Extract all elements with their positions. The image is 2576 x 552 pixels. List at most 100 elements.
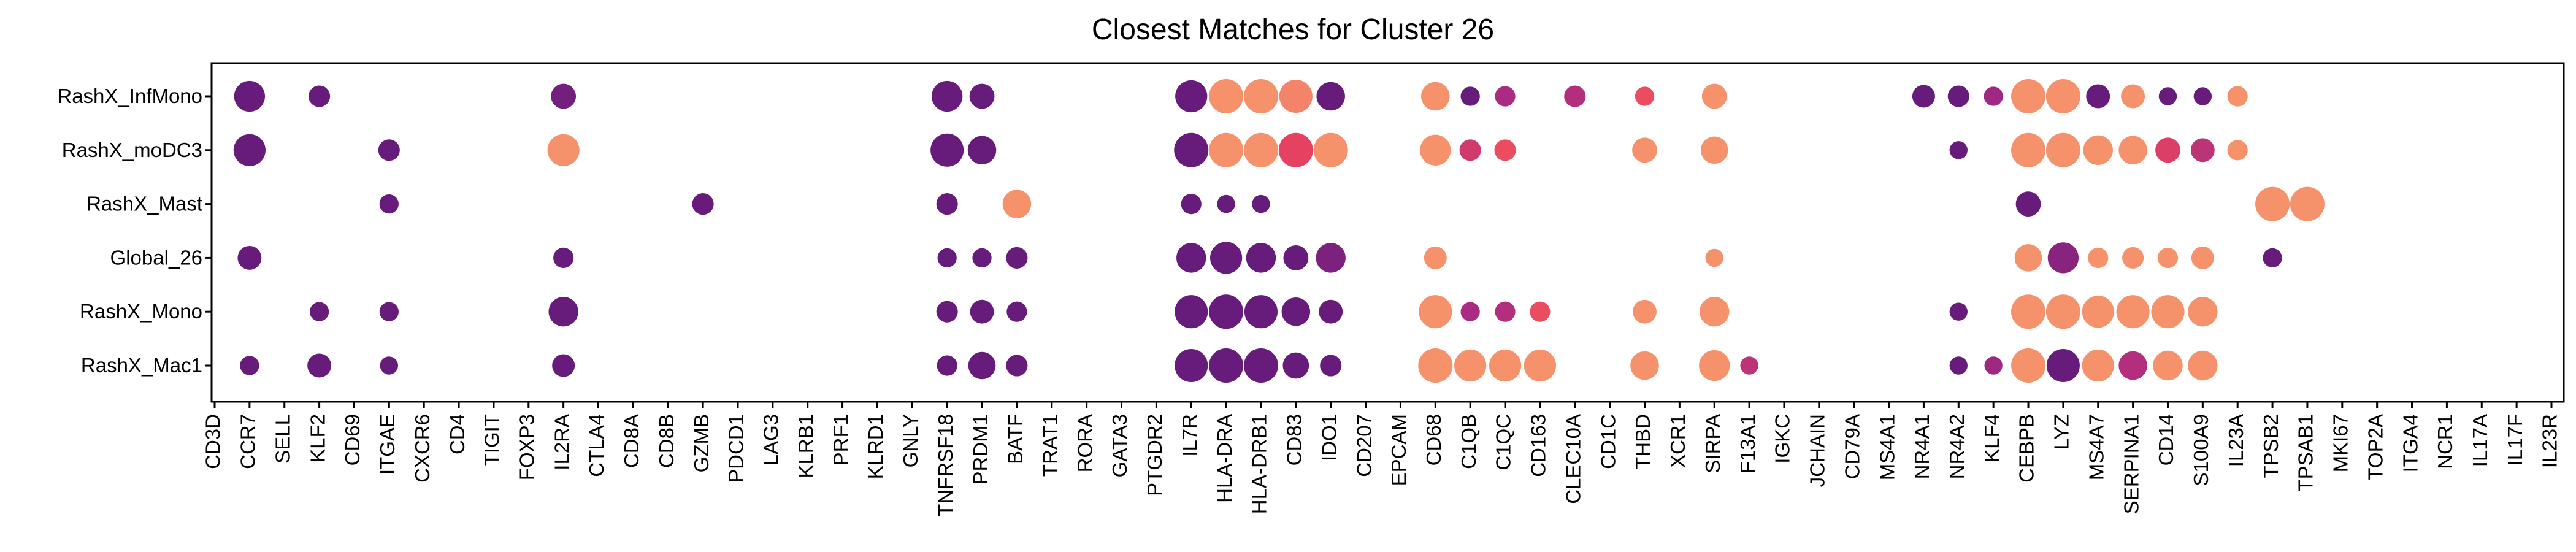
dot-RashX_Mono-LYZ	[2045, 294, 2080, 329]
row-label: RashX_moDC3	[62, 139, 202, 161]
dot-RashX_Mac1-S100A9	[2188, 350, 2218, 381]
dot-RashX_InfMono-HLA-DRB1	[1243, 79, 1278, 113]
dot-RashX_InfMono-CLEC10A	[1564, 85, 1586, 107]
dot-Global_26-IL2RA	[553, 247, 574, 268]
dot-RashX_Mono-MS4A7	[2082, 296, 2114, 328]
dot-RashX_InfMono-CD68	[1421, 82, 1450, 111]
dot-RashX_moDC3-C1QB	[1459, 139, 1481, 161]
dot-RashX_InfMono-THBD	[1635, 86, 1655, 106]
dot-RashX_InfMono-C1QC	[1495, 86, 1516, 107]
column-label: TOP2A	[2364, 414, 2386, 480]
column-label: ITGAE	[376, 414, 399, 475]
column-label: CXCR6	[411, 414, 434, 483]
column-label: KLRD1	[864, 414, 887, 479]
dot-RashX_Mono-THBD	[1633, 299, 1657, 324]
dot-RashX_InfMono-KLF4	[1984, 86, 2003, 106]
dot-RashX_Mac1-SERPINA1	[2118, 351, 2147, 380]
dot-RashX_moDC3-CCR7	[233, 134, 266, 166]
dot-RashX_InfMono-LYZ	[2045, 79, 2080, 113]
dot-RashX_InfMono-NR4A2	[1947, 85, 1969, 107]
column-label: PRDM1	[969, 414, 992, 485]
dot-RashX_Mac1-CD14	[2153, 350, 2183, 381]
dot-RashX_Mono-HLA-DRB1	[1244, 295, 1278, 329]
dot-RashX_InfMono-IL7R	[1175, 80, 1208, 113]
dot-RashX_Mono-PRDM1	[970, 299, 994, 324]
column-label: CD8B	[655, 414, 678, 468]
dot-RashX_Mac1-IL7R	[1175, 348, 1208, 383]
column-label: C1QB	[1457, 414, 1480, 469]
column-label: KLF2	[306, 414, 329, 462]
column-label: SERPINA1	[2120, 414, 2142, 514]
column-labels: CD3D CCR7 SELL KLF2 CD69 ITGAE CXCR6 CD4 TIGIT FO…	[202, 414, 2561, 516]
dot-RashX_Mast-TNFRSF18	[936, 193, 958, 215]
dot-RashX_InfMono-SERPINA1	[2121, 84, 2145, 109]
column-label: IL17F	[2504, 414, 2526, 466]
dot-RashX_Mac1-IL2RA	[552, 354, 575, 377]
column-label: IGKC	[1771, 414, 1794, 464]
column-label: GATA3	[1108, 414, 1131, 477]
column-label: TIGIT	[481, 414, 504, 466]
column-label: CD68	[1422, 414, 1445, 466]
column-label: TPSB2	[2260, 414, 2282, 478]
dot-RashX_InfMono-IDO1	[1316, 82, 1345, 111]
dot-RashX_InfMono-C1QB	[1460, 86, 1480, 106]
dot-RashX_Mono-C1QB	[1460, 302, 1480, 321]
column-label: THBD	[1631, 414, 1654, 469]
row-labels: RashX_InfMono RashX_moDC3 RashX_Mast Global…	[57, 85, 202, 377]
dot-RashX_moDC3-CD68	[1420, 134, 1451, 166]
dot-RashX_Mac1-KLF4	[1984, 356, 2003, 375]
dot-RashX_Mono-CD163	[1530, 301, 1551, 322]
dot-RashX_Mast-BATF	[1002, 190, 1032, 218]
column-label: CCR7	[237, 414, 259, 469]
dot-Global_26-S100A9	[2191, 246, 2214, 269]
plot-area-frame	[210, 62, 2565, 403]
dot-RashX_Mac1-NR4A2	[1949, 356, 1968, 375]
column-label: ITGA4	[2399, 414, 2421, 472]
dot-RashX_Mac1-CD163	[1524, 349, 1556, 382]
column-label: PTGDR2	[1143, 414, 1166, 496]
column-label: MS4A7	[2085, 414, 2107, 480]
column-label: CD163	[1527, 414, 1550, 477]
dot-RashX_Mono-KLF2	[309, 302, 329, 321]
dot-RashX_Mono-C1QC	[1495, 301, 1516, 322]
column-label: CD69	[341, 414, 364, 466]
dot-RashX_moDC3-S100A9	[2190, 138, 2215, 163]
column-label: CTLA4	[585, 414, 608, 477]
dot-RashX_Mast-CEBPB	[2015, 191, 2041, 217]
dot-RashX_Mono-CD14	[2151, 295, 2185, 329]
dot-RashX_moDC3-LYZ	[2045, 132, 2080, 167]
dot-RashX_InfMono-CD83	[1279, 79, 1313, 113]
dot-Global_26-CD83	[1283, 245, 1309, 270]
dot-Global_26-CD14	[2157, 247, 2179, 268]
dot-RashX_Mac1-PRDM1	[968, 351, 996, 380]
column-label: PRF1	[829, 414, 852, 466]
dot-RashX_Mast-TPSB2	[2255, 186, 2290, 221]
column-label: NR4A1	[1911, 414, 1933, 479]
dot-RashX_moDC3-CEBPB	[2011, 132, 2046, 167]
dot-RashX_Mast-ITGAE	[379, 194, 399, 214]
column-label: CD207	[1352, 414, 1375, 477]
column-label: CLEC10A	[1562, 414, 1584, 504]
dot-Global_26-PRDM1	[972, 248, 992, 268]
column-label: CEBPB	[2015, 414, 2038, 483]
column-label: SIRPA	[1701, 414, 1724, 473]
column-label: MS4A1	[1876, 414, 1898, 480]
dot-RashX_Mac1-THBD	[1630, 351, 1659, 380]
column-label: KLRB1	[794, 414, 817, 478]
column-label: GNLY	[899, 414, 922, 467]
dot-RashX_Mac1-F13A1	[1740, 356, 1758, 375]
column-label: TPSAB1	[2294, 414, 2317, 492]
dot-Global_26-HLA-DRA	[1210, 242, 1243, 274]
column-label: LYZ	[2050, 414, 2073, 450]
dot-RashX_Mac1-BATF	[1006, 355, 1028, 377]
dot-RashX_InfMono-KLF2	[309, 85, 331, 107]
dot-Global_26-SERPINA1	[2122, 247, 2144, 269]
dot-RashX_moDC3-IL7R	[1174, 132, 1209, 167]
dot-RashX_Mac1-CD83	[1282, 352, 1309, 379]
column-label: PDCD1	[725, 414, 748, 483]
dot-Global_26-CCR7	[237, 245, 262, 270]
dot-Global_26-TNFRSF18	[937, 248, 957, 268]
dot-RashX_Mono-IL7R	[1175, 295, 1208, 329]
dot-RashX_moDC3-IL2RA	[547, 134, 580, 166]
